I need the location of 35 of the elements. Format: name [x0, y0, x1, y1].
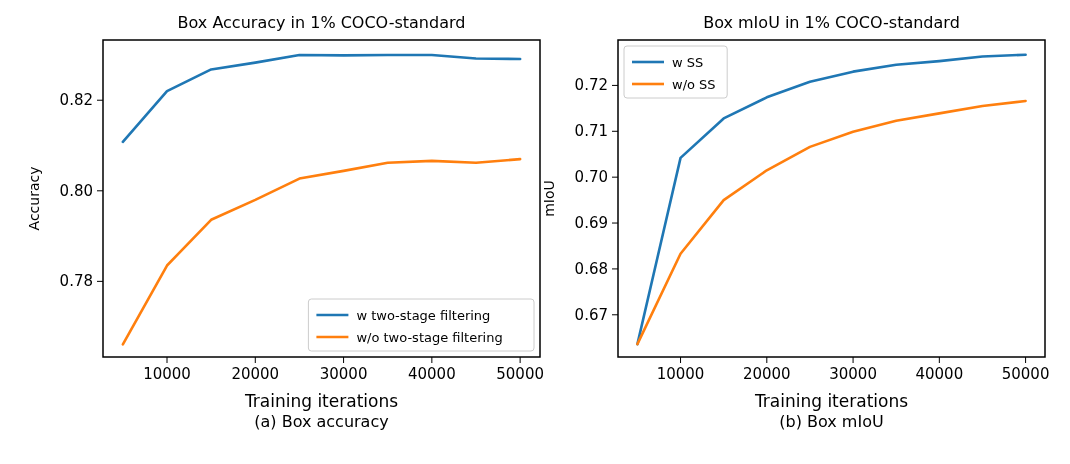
chart-title: Box Accuracy in 1% COCO-standard [177, 13, 466, 32]
x-tick-label: 10000 [656, 365, 705, 383]
y-tick-label: 0.72 [574, 76, 608, 95]
x-tick-label: 30000 [829, 365, 877, 383]
x-axis-title: Training iterations [243, 391, 399, 411]
y-tick-label: 0.67 [574, 305, 608, 324]
text: (b) Box mIoU [779, 412, 884, 431]
x-tick-label: 20000 [231, 365, 280, 383]
legend-label: w two-stage filtering [356, 308, 491, 323]
line-series [636, 99, 1027, 346]
x-tick-label: 50000 [1001, 365, 1050, 383]
legend-label: w/o two-stage filtering [356, 330, 503, 345]
line-series [121, 53, 522, 144]
y-tick-label: 0.82 [59, 91, 93, 110]
y-tick-label: 0.78 [59, 272, 93, 291]
x-tick-label: 40000 [915, 365, 964, 383]
x-tick-label: 40000 [407, 365, 456, 383]
x-tick-label: 50000 [496, 365, 544, 383]
y-tick-label: 0.70 [574, 168, 608, 187]
legend-label: w SS [672, 55, 704, 70]
chart-title: Box mIoU in 1% COCO-standard [703, 13, 960, 32]
legend-label: w/o SS [672, 77, 716, 92]
y-tick-label: 0.68 [574, 259, 608, 278]
y-axis-title: mIoU [541, 180, 557, 217]
x-tick-label: 10000 [143, 365, 191, 383]
x-tick-label: 20000 [742, 365, 791, 383]
text: (a) Box accuracy [254, 412, 389, 431]
x-tick-label: 30000 [319, 365, 368, 383]
x-axis-title: Training iterations [753, 391, 909, 411]
y-axis-title: Accuracy [26, 166, 42, 231]
line-series [636, 53, 1027, 346]
y-tick-label: 0.71 [574, 122, 608, 141]
y-tick-label: 0.80 [59, 181, 93, 200]
y-tick-label: 0.69 [574, 214, 608, 233]
line-series [121, 157, 522, 346]
